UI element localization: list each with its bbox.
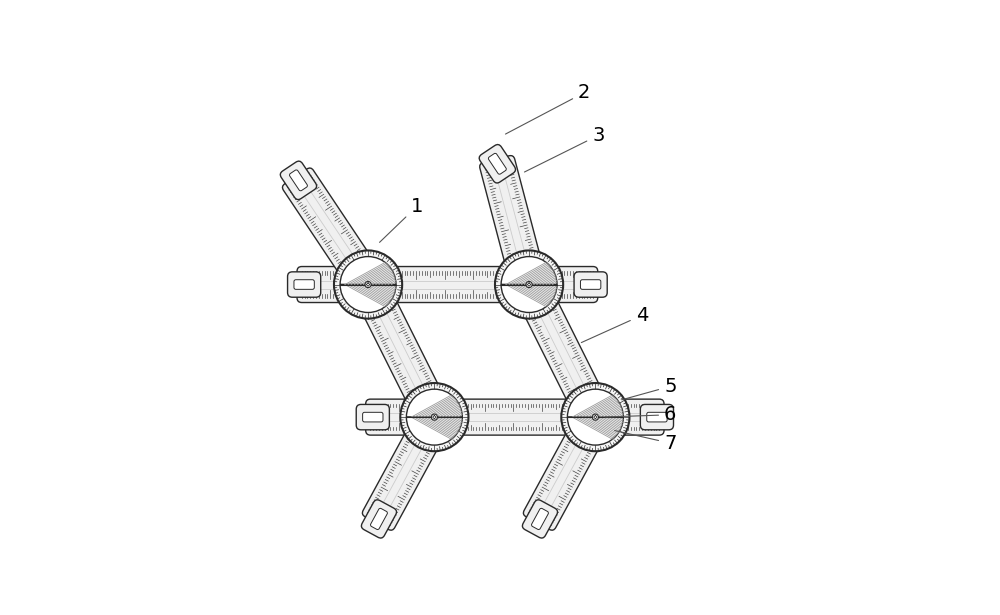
- FancyBboxPatch shape: [480, 156, 547, 293]
- FancyBboxPatch shape: [574, 272, 607, 297]
- Wedge shape: [340, 285, 396, 312]
- FancyBboxPatch shape: [647, 412, 667, 422]
- FancyBboxPatch shape: [280, 161, 317, 200]
- FancyBboxPatch shape: [640, 405, 674, 430]
- FancyBboxPatch shape: [289, 170, 307, 191]
- FancyBboxPatch shape: [512, 274, 612, 428]
- FancyBboxPatch shape: [366, 399, 664, 435]
- Wedge shape: [501, 285, 557, 312]
- FancyBboxPatch shape: [488, 153, 506, 174]
- Circle shape: [334, 250, 402, 319]
- Text: 4: 4: [581, 306, 648, 343]
- FancyBboxPatch shape: [522, 500, 558, 538]
- FancyBboxPatch shape: [370, 508, 387, 530]
- Wedge shape: [567, 417, 623, 445]
- Text: 5: 5: [622, 377, 677, 400]
- FancyBboxPatch shape: [580, 280, 601, 289]
- FancyBboxPatch shape: [362, 406, 451, 530]
- FancyBboxPatch shape: [282, 168, 384, 297]
- Circle shape: [400, 383, 468, 451]
- Circle shape: [526, 282, 532, 288]
- Wedge shape: [406, 389, 462, 417]
- Text: 2: 2: [505, 83, 590, 134]
- Circle shape: [561, 383, 629, 451]
- Wedge shape: [567, 389, 623, 417]
- FancyBboxPatch shape: [363, 412, 383, 422]
- Text: 1: 1: [380, 197, 423, 242]
- Text: 3: 3: [524, 126, 604, 172]
- FancyBboxPatch shape: [531, 508, 548, 530]
- FancyBboxPatch shape: [288, 272, 321, 297]
- FancyBboxPatch shape: [294, 280, 314, 289]
- FancyBboxPatch shape: [523, 406, 612, 530]
- Wedge shape: [406, 417, 462, 445]
- Text: 6: 6: [605, 405, 676, 424]
- Circle shape: [495, 250, 563, 319]
- FancyBboxPatch shape: [479, 145, 516, 183]
- Wedge shape: [501, 256, 557, 285]
- FancyBboxPatch shape: [361, 500, 397, 538]
- FancyBboxPatch shape: [297, 266, 598, 303]
- Circle shape: [365, 282, 371, 288]
- FancyBboxPatch shape: [351, 274, 451, 428]
- FancyBboxPatch shape: [356, 405, 389, 430]
- Circle shape: [431, 414, 437, 420]
- Wedge shape: [340, 256, 396, 285]
- Text: 7: 7: [615, 430, 676, 453]
- Circle shape: [592, 414, 598, 420]
